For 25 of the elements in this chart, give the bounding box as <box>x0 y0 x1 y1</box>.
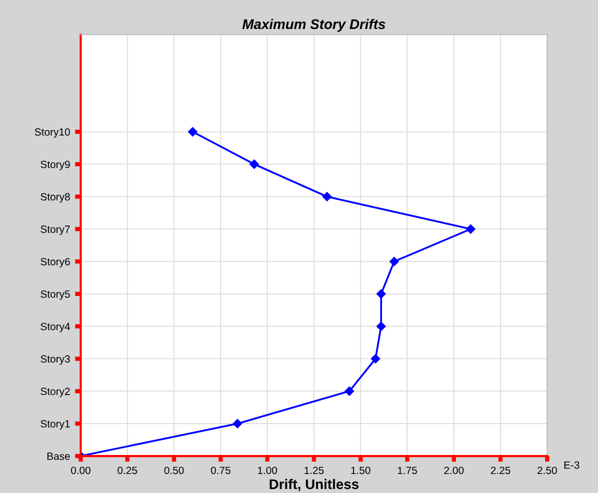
x-tick-label: 1.75 <box>398 466 417 474</box>
y-tick-label: Story8 <box>40 193 70 203</box>
x-axis-title: Drift, Unitless <box>270 478 359 492</box>
x-tick-label: 2.00 <box>444 466 464 474</box>
x-tick-label: 1.25 <box>304 466 324 474</box>
x-tick-label: 2.50 <box>538 466 557 474</box>
x-tick-label: 0.25 <box>118 466 138 474</box>
x-tick-label: 1.50 <box>351 466 370 474</box>
y-tick-label: Story5 <box>40 290 70 300</box>
y-tick-label: Story10 <box>34 128 70 138</box>
y-tick-label: Base <box>47 452 70 460</box>
y-tick-label: Story4 <box>40 322 70 332</box>
x-tick-label: 0.75 <box>210 466 230 474</box>
y-tick-label: Story1 <box>40 420 70 430</box>
x-tick-label: 0.00 <box>71 466 90 474</box>
x-tick-label: 1.00 <box>258 466 278 474</box>
y-tick-label: Story3 <box>40 355 70 365</box>
text: E-3 <box>564 461 580 469</box>
y-tick-label: Story2 <box>40 388 70 398</box>
x-tick-label: 2.25 <box>490 466 510 474</box>
y-tick-label: Story9 <box>40 160 70 170</box>
y-tick-label: Story6 <box>40 258 70 268</box>
y-tick-label: Story7 <box>40 226 70 235</box>
x-tick-label: 0.50 <box>164 466 184 474</box>
chart-title: Maximum Story Drifts <box>242 18 386 32</box>
